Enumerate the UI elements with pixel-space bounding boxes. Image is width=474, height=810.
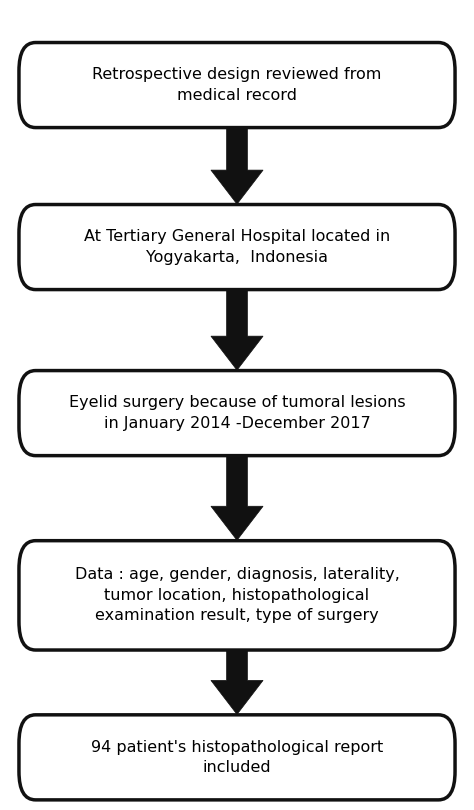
FancyBboxPatch shape [19, 715, 455, 800]
FancyBboxPatch shape [19, 541, 455, 650]
FancyBboxPatch shape [19, 205, 455, 290]
Polygon shape [211, 456, 263, 540]
Text: At Tertiary General Hospital located in
Yogyakarta,  Indonesia: At Tertiary General Hospital located in … [84, 229, 390, 265]
Text: Retrospective design reviewed from
medical record: Retrospective design reviewed from medic… [92, 67, 382, 103]
FancyBboxPatch shape [19, 42, 455, 127]
Polygon shape [211, 128, 263, 204]
Polygon shape [211, 650, 263, 714]
Text: Eyelid surgery because of tumoral lesions
in January 2014 -December 2017: Eyelid surgery because of tumoral lesion… [69, 395, 405, 431]
Text: Data : age, gender, diagnosis, laterality,
tumor location, histopathological
exa: Data : age, gender, diagnosis, lateralit… [74, 568, 400, 623]
Polygon shape [211, 290, 263, 370]
Text: 94 patient's histopathological report
included: 94 patient's histopathological report in… [91, 740, 383, 775]
FancyBboxPatch shape [19, 371, 455, 455]
